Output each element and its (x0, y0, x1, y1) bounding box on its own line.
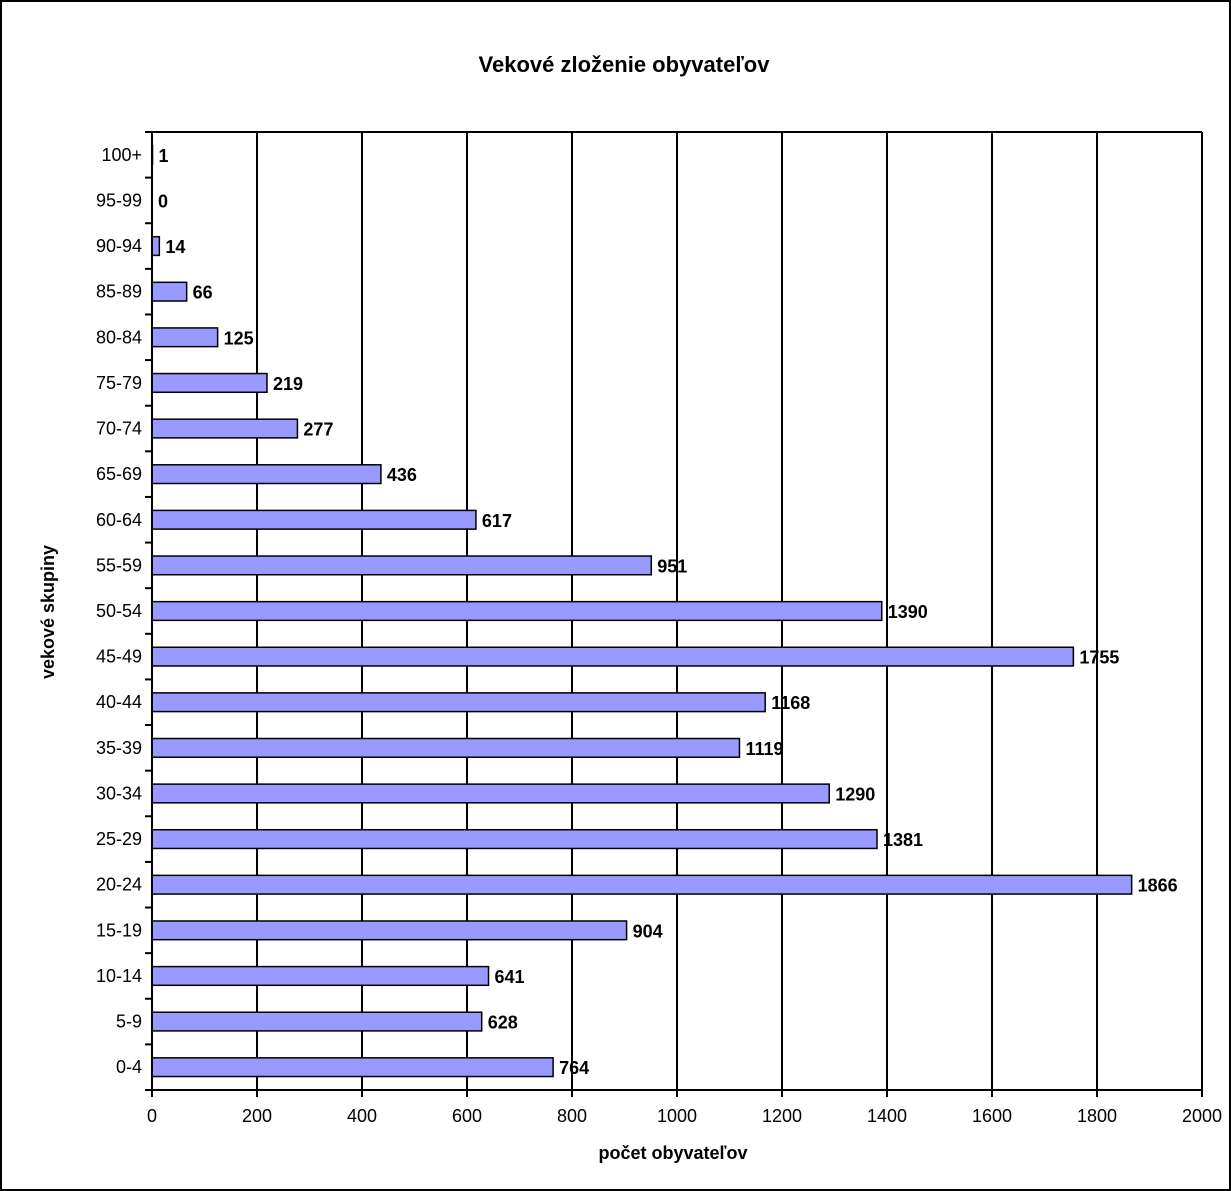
y-tick-label: 85-89 (96, 282, 142, 302)
data-label: 617 (482, 511, 512, 531)
data-label: 1390 (888, 602, 928, 622)
bar-55-59 (151, 555, 653, 576)
data-label: 1755 (1079, 648, 1119, 668)
x-tick-label: 1800 (1077, 1106, 1117, 1126)
y-tick-label: 15-19 (96, 920, 142, 940)
data-label: 436 (387, 465, 417, 485)
bar-15-19 (151, 920, 628, 941)
axes: 0 200 400 600 800 1000 1200 1400 1600 1800 2000 0-4… (96, 131, 1222, 1126)
bar-45-49 (151, 646, 1075, 667)
y-tick-label: 70-74 (96, 419, 142, 439)
data-label: 277 (303, 420, 333, 440)
data-label: 1290 (835, 784, 875, 804)
data-label: 1381 (883, 830, 923, 850)
data-label: 66 (193, 283, 213, 303)
bars (151, 144, 1133, 1078)
bar-50-54 (151, 600, 883, 622)
data-label: 219 (273, 374, 303, 394)
data-label: 764 (559, 1058, 589, 1078)
y-tick-label: 10-14 (96, 966, 142, 986)
y-tick-label: 30-34 (96, 783, 142, 803)
bar-40-44 (151, 692, 766, 713)
y-tick-label: 60-64 (96, 510, 142, 530)
data-label: 1168 (771, 693, 810, 713)
y-tick-label: 75-79 (96, 373, 142, 393)
y-tick-label: 45-49 (96, 647, 142, 667)
bar-5-9 (151, 1011, 483, 1032)
data-label: 641 (495, 967, 525, 987)
bar-10-14 (151, 965, 490, 987)
y-axis-title: vekové skupiny (38, 545, 58, 679)
y-tick-label: 40-44 (96, 692, 142, 712)
bar-65-69 (151, 464, 382, 485)
x-tick-label: 0 (147, 1106, 157, 1126)
y-tick-label: 50-54 (96, 601, 142, 621)
data-label: 951 (657, 556, 687, 576)
bar-90-94 (151, 235, 161, 257)
y-tick-label: 95-99 (96, 190, 142, 210)
x-tick-label: 200 (242, 1106, 272, 1126)
bar-25-29 (151, 828, 878, 850)
data-label: 1119 (745, 739, 783, 759)
data-labels: 764 628 641 904 1866 1381 1290 1119 1168 1755 1390… (158, 146, 1178, 1078)
x-tick-label: 1600 (972, 1106, 1012, 1126)
y-tick-label: 55-59 (96, 555, 142, 575)
data-label: 904 (633, 921, 663, 941)
x-tick-label: 1000 (657, 1106, 697, 1126)
x-tick-label: 600 (452, 1106, 482, 1126)
bar-85-89 (151, 281, 188, 302)
x-axis-title: počet obyvateľov (599, 1143, 748, 1163)
y-tick-label: 20-24 (96, 875, 142, 895)
bar-75-79 (151, 372, 268, 394)
chart-title: Vekové zloženie obyvateľov (479, 52, 771, 77)
x-tick-label: 400 (347, 1106, 377, 1126)
y-tick-label: 100+ (101, 145, 142, 165)
x-tick-label: 1400 (867, 1106, 907, 1126)
bar-70-74 (151, 418, 299, 439)
data-label: 1866 (1138, 876, 1178, 896)
bar-60-64 (151, 509, 477, 530)
data-label: 1 (159, 146, 169, 166)
y-tick-label: 0-4 (116, 1057, 142, 1077)
bar-30-34 (151, 783, 830, 804)
y-tick-label: 65-69 (96, 464, 142, 484)
bar-20-24 (151, 874, 1133, 895)
data-label: 0 (158, 191, 168, 211)
x-tick-label: 800 (557, 1106, 587, 1126)
x-tick-label: 2000 (1182, 1106, 1222, 1126)
y-tick-label: 35-39 (96, 738, 142, 758)
data-label: 125 (224, 328, 254, 348)
y-tick-label: 90-94 (96, 236, 142, 256)
y-tick-label: 80-84 (96, 327, 142, 347)
y-tick-label: 5-9 (116, 1012, 142, 1032)
y-tick-label: 25-29 (96, 829, 142, 849)
x-tick-label: 1200 (762, 1106, 802, 1126)
data-label: 628 (488, 1013, 518, 1033)
bar-80-84 (151, 327, 219, 348)
bar-0-4 (151, 1057, 554, 1078)
bar-35-39 (151, 737, 741, 758)
data-label: 14 (165, 237, 185, 257)
